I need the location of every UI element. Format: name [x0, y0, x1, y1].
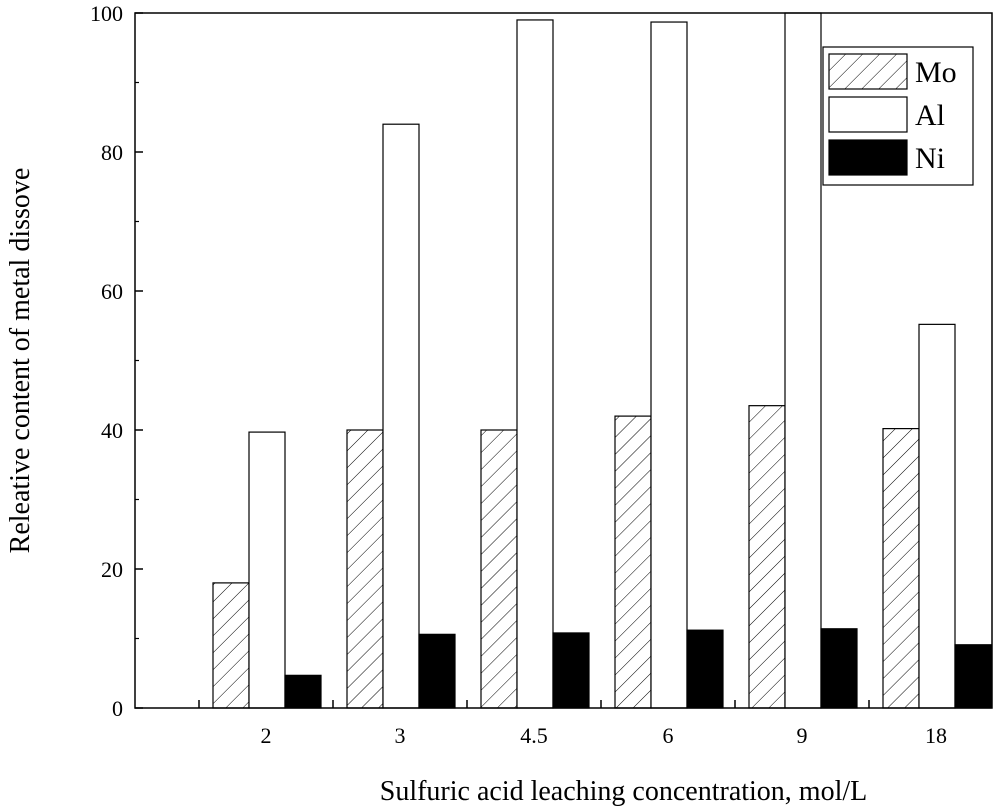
axes-group: 0 20 40 60 80 100 2 3 4.5 6 9 18: [90, 1, 993, 748]
y-tick-label: 40: [101, 418, 123, 443]
legend: Mo Al Ni: [822, 46, 974, 186]
y-axis-title: Releative content of metal dissove: [5, 168, 36, 554]
bar-mo-3: [346, 429, 384, 709]
legend-label-al: Al: [915, 99, 945, 132]
legend-swatch-al: [828, 96, 908, 133]
legend-label-ni: Ni: [915, 142, 945, 175]
y-tick-label: 0: [112, 696, 123, 721]
x-tick-label: 4.5: [520, 723, 548, 748]
bar-mo-6: [614, 415, 652, 709]
x-tick-label: 9: [797, 723, 808, 748]
y-tick-label: 100: [90, 1, 123, 26]
bar-al-4.5: [516, 19, 554, 709]
bar-ni-2: [284, 674, 322, 709]
bar-al-6: [650, 21, 688, 709]
legend-swatch-ni: [828, 139, 908, 176]
bar-ni-3: [418, 633, 456, 709]
bar-al-9: [784, 12, 822, 709]
legend-label-mo: Mo: [915, 56, 957, 89]
bars-group: [212, 12, 992, 709]
x-tick-label: 2: [261, 723, 272, 748]
bar-mo-2: [212, 582, 250, 709]
bar-al-3: [382, 123, 420, 709]
x-axis-title: Sulfuric acid leaching concentration, mo…: [380, 776, 868, 807]
x-tick-label: 6: [663, 723, 674, 748]
bar-ni-4.5: [552, 632, 590, 709]
y-tick-label: 60: [101, 279, 123, 304]
x-tick-label: 18: [925, 723, 947, 748]
bar-mo-4.5: [480, 429, 518, 709]
bar-mo-9: [748, 405, 786, 709]
bar-mo-18: [882, 428, 920, 709]
y-tick-label: 20: [101, 557, 123, 582]
y-tick-label: 80: [101, 140, 123, 165]
bar-al-18: [918, 323, 956, 709]
bar-al-2: [248, 431, 286, 709]
bar-ni-18: [954, 644, 992, 709]
legend-swatch-mo: [828, 53, 908, 90]
bar-ni-6: [686, 629, 724, 709]
bar-ni-9: [820, 628, 858, 709]
x-tick-label: 3: [395, 723, 406, 748]
